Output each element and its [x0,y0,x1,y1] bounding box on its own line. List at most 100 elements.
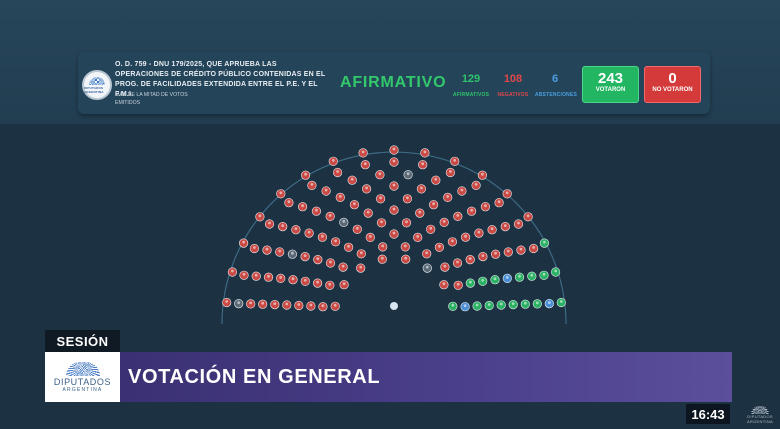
seat-avatar-icon [456,282,460,286]
seat-avatar-icon [403,244,407,248]
seat-avatar-icon [366,210,370,214]
seat-avatar-icon [242,240,246,244]
seat-avatar-icon [434,177,438,181]
seat-avatar-icon [442,220,446,223]
seat-avatar-icon [547,301,551,304]
seat-avatar-icon [273,302,277,305]
seat-avatar-icon [294,227,298,231]
seat-avatar-icon [309,303,313,307]
seat-avatar-icon [449,170,452,173]
negativos-label: NEGATIVOS [497,92,529,98]
seat-avatar-icon [429,226,433,230]
seat-avatar-icon [254,273,258,277]
seat-avatar-icon [261,301,265,305]
seat-avatar-icon [493,277,497,281]
seat-avatar-icon [392,231,396,235]
seat-avatar-icon [468,257,472,260]
seat-avatar-icon [494,251,497,255]
abstenciones-label: ABSTENCIONES [534,92,578,98]
seat-avatar-icon [475,303,479,307]
seat-avatar-icon [405,220,408,224]
seat-avatar-icon [523,301,527,305]
seat-avatar-icon [477,230,481,234]
seat-avatar-icon [511,302,515,305]
seat-avatar-icon [535,301,539,305]
seat-avatar-icon [532,246,535,249]
seat-avatar-icon [368,235,372,238]
seat-avatar-icon [307,230,311,234]
seat-avatar-icon [237,301,241,304]
seat-avatar-icon [392,159,396,163]
votaron-count: 243 [597,70,624,87]
corner-watermark-logo: DIPUTADOS ARGENTINA [746,406,774,424]
seat-avatar-icon [517,221,520,225]
seat-avatar-icon [304,172,307,176]
seat-avatar-icon [365,186,368,190]
seat-avatar-icon [519,247,523,251]
seat-avatar-icon [404,256,408,260]
seat-avatar-icon [253,246,256,249]
seat-avatar-icon [342,282,346,286]
seat-avatar-icon [392,183,396,187]
seat-avatar-icon [543,240,546,244]
no-votaron-label: NO VOTARON [652,87,693,93]
seat-avatar-icon [321,304,325,308]
seat-avatar-icon [542,272,546,276]
seat-avatar-icon [453,158,457,162]
seat-avatar-icon [484,204,487,208]
seat-avatar-icon [329,260,332,264]
majority-rule: MÁS DE LA MITAD DE VOTOS EMITIDOS [115,92,188,106]
seat-avatar-icon [505,191,509,195]
seat-avatar-icon [432,202,435,206]
banner-logo-line1: DIPUTADOS [53,376,112,387]
seat-avatar-icon [231,269,234,273]
votaron-label: VOTARON [595,87,626,93]
seat-avatar-icon [505,276,509,279]
seat-avatar-icon [463,304,467,308]
seat-avatar-icon [249,301,253,305]
seat-avatar-icon [456,214,460,217]
seat-avatar-icon [506,249,510,253]
seat-avatar-icon [355,226,359,230]
no-votaron-box: 0 NO VOTARON [644,66,701,103]
seat-avatar-icon [303,278,307,282]
seat-avatar-icon [530,273,534,277]
seat-avatar-icon [499,302,503,306]
seat-avatar-icon [328,282,332,286]
afirmativos-count: 129 [461,73,481,85]
seat-avatar-icon [359,265,363,269]
seat-avatar-icon [380,256,384,260]
seat-avatar-icon [315,208,318,212]
logo-text: DIPUTADOS ARGENTINA [84,85,104,94]
seat-avatar-icon [421,162,425,166]
seat-avatar-icon [474,183,478,186]
seat-avatar-icon [406,172,410,176]
banner-logo-line2: ARGENTINA [62,386,103,393]
seat-avatar-icon [420,186,423,190]
seat-avatar-icon [554,269,557,273]
seat-avatar-icon [350,177,354,181]
seat-avatar-icon [316,280,319,284]
negativos-count: 108 [503,73,523,85]
seat-avatar-icon [347,244,350,248]
seat-avatar-icon [334,239,337,243]
seat-avatar-icon [268,221,271,225]
seat-avatar-icon [242,272,246,276]
seat-avatar-icon [460,188,464,192]
seat-avatar-icon [225,300,229,303]
seat-avatar-icon [281,224,285,228]
seat-avatar-icon [481,172,484,176]
seat-avatar-icon [297,303,301,306]
seat-avatar-icon [310,183,314,186]
seat-avatar-icon [341,264,345,268]
seat-avatar-icon [353,202,356,206]
seat-avatar-icon [392,207,396,211]
seat-avatar-icon [333,303,337,307]
seat-avatar-icon [416,235,420,238]
votaron-box: 243 VOTARON [582,66,639,103]
corner-logo-text: DIPUTADOS ARGENTINA [746,414,774,424]
seat-avatar-icon [338,195,342,198]
seat-avatar-icon [406,196,409,200]
seat-avatar-icon [526,214,530,218]
no-votaron-count: 0 [668,70,677,87]
